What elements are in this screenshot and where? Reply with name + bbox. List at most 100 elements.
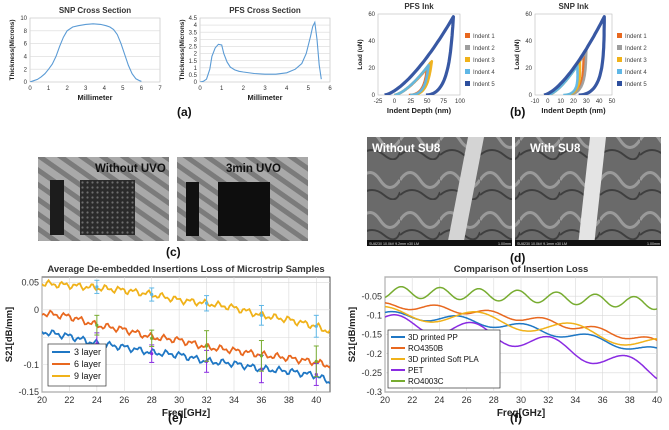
pfs_ink-legend-swatch <box>465 69 470 74</box>
label-with-su8: With SU8 <box>530 143 581 155</box>
pfs-series-group <box>200 20 322 82</box>
microstrip-xtick-label: 26 <box>119 395 129 405</box>
panel-letter-b: (b) <box>510 105 525 119</box>
comparison-ytick-label: -0.25 <box>361 368 382 378</box>
snp_ink-legend-swatch <box>617 57 622 62</box>
snp-ytick-label: 8 <box>24 29 28 35</box>
comparison-series-line <box>385 305 657 346</box>
comparison-xtick-label: 30 <box>516 395 526 405</box>
pfs_ink-ytick-label: 40 <box>368 39 375 45</box>
pfs-ytick-label: 2.5 <box>189 45 198 51</box>
pfs-ylabel: Thickness(Microns) <box>179 19 186 80</box>
pfs_ink-xtick-label: 100 <box>455 99 466 105</box>
microstrip-ylabel: S21[dB/mm] <box>4 307 15 362</box>
label-without-su8: Without SU8 <box>372 143 441 155</box>
label-without-uvo: Without UVO <box>95 163 166 175</box>
panel-letter-c: (c) <box>166 245 181 259</box>
sem-infobar-left <box>367 240 512 246</box>
snp-series-group <box>30 23 142 82</box>
comparison-xtick-label: 40 <box>652 395 662 405</box>
comparison-ylabel: S21[dB/mm] <box>347 307 358 362</box>
comparison-xtick-label: 28 <box>489 395 499 405</box>
snp-series-line <box>30 23 142 82</box>
pfs-series-line <box>200 20 322 82</box>
snp_ink-ytick-label: 20 <box>525 66 532 72</box>
pfs_ink-ylabel: Load (uN) <box>357 39 364 69</box>
comparison-ytick-label: -0.2 <box>366 349 382 359</box>
sem-trace-without-su8 <box>447 137 484 246</box>
pfs-xtick-label: 2 <box>242 86 246 92</box>
snp_ink-legend-swatch <box>617 69 622 74</box>
microstrip-errorbar-point <box>95 285 99 289</box>
comparison-legend-box <box>387 329 501 389</box>
comparison-legend-label: RO4003C <box>408 377 444 386</box>
snp-xtick-label: 6 <box>140 86 144 92</box>
pfs_ink-xtick-label: -25 <box>374 99 383 105</box>
snp-ytick-label: 2 <box>24 67 28 73</box>
snp-xtick-label: 4 <box>103 86 107 92</box>
comparison-legend-label: PET <box>408 366 424 375</box>
panel-letter-a: (a) <box>177 105 192 119</box>
snp_ink-legend-label: Indent 2 <box>625 46 647 52</box>
microstrip-errorbar-point <box>150 292 154 297</box>
comparison-ytick-label: -0.1 <box>366 310 382 320</box>
microstrip-xtick-label: 28 <box>147 395 157 405</box>
snp-xtick-label: 3 <box>84 86 88 92</box>
pfs-xlabel: Millimeter <box>247 93 282 102</box>
panel-letter-e: (e) <box>168 411 183 425</box>
pfs_ink-xtick-label: 50 <box>424 99 431 105</box>
snp-xtick-label: 5 <box>121 86 125 92</box>
microstrip-errorbar-point <box>95 323 99 327</box>
comparison-xtick-label: 20 <box>380 395 390 405</box>
snp_ink-series-group <box>543 15 606 95</box>
printed-lines-strip <box>50 180 64 235</box>
label-3min-uvo: 3min UVO <box>226 163 281 175</box>
microstrip-ytick-label: -0.1 <box>23 360 39 370</box>
microstrip-legend-label: 3 layer <box>74 347 101 357</box>
pfs-xtick-label: 6 <box>328 86 332 92</box>
pfs-ytick-label: 3 <box>194 37 198 43</box>
microstrip-xtick-label: 36 <box>256 395 266 405</box>
sem-caption-left: SU8230 10.0kV 9.2mm x30 LM <box>369 242 419 246</box>
snp-ytick-label: 4 <box>24 55 28 61</box>
comparison-series-line <box>385 302 657 341</box>
pfs_ink-title: PFS Ink <box>404 2 434 11</box>
snp_ink-legend-swatch <box>617 45 622 50</box>
comparison-ytick-label: -0.15 <box>361 330 382 340</box>
pfs-ytick-label: 2 <box>194 52 198 58</box>
microstrip-errorbar-point <box>150 352 154 356</box>
pfs-xtick-label: 0 <box>198 86 202 92</box>
microstrip-legend-label: 6 layer <box>74 359 101 369</box>
pfs-xtick-label: 4 <box>285 86 289 92</box>
pfs_ink-legend-swatch <box>465 45 470 50</box>
pfs-ytick-label: 0.5 <box>189 73 198 79</box>
microstrip-series-line <box>42 329 330 384</box>
pfs_ink-legend-label: Indent 1 <box>473 34 495 40</box>
pfs_ink-xtick-label: 25 <box>407 99 414 105</box>
pfs_ink-legend-label: Indent 2 <box>473 46 495 52</box>
pfs-plot-area <box>199 17 331 83</box>
printed-dot-grid <box>80 180 135 235</box>
microstrip-xtick-label: 22 <box>64 395 74 405</box>
snp-xtick-label: 1 <box>47 86 51 92</box>
comparison-xtick-label: 34 <box>570 395 580 405</box>
comparison-title: Comparison of Insertion Loss <box>454 264 589 275</box>
comparison-ytick-label: -0.05 <box>361 291 382 301</box>
printed-lines-strip-uvo <box>186 182 199 236</box>
microstrip-xtick-label: 40 <box>311 395 321 405</box>
snp_ink-xlabel: Indent Depth (nm) <box>541 106 606 115</box>
snp_ink-xtick-label: -10 <box>531 99 540 105</box>
microstrip-xtick-label: 30 <box>174 395 184 405</box>
pfs_ink-series-group <box>384 15 455 95</box>
sem-infobar-right <box>515 240 661 246</box>
panel-c: Without UVO 3min UVO <box>38 157 308 241</box>
pfs-ytick-label: 4.5 <box>189 16 198 22</box>
pfs_ink-legend-label: Indent 3 <box>473 58 495 64</box>
comparison-legend-label: 3D printed Soft PLA <box>408 355 479 364</box>
snp_ink-title: SNP Ink <box>558 2 589 11</box>
pfs_ink-xlabel: Indent Depth (nm) <box>387 106 452 115</box>
comparison-xtick-label: 22 <box>407 395 417 405</box>
